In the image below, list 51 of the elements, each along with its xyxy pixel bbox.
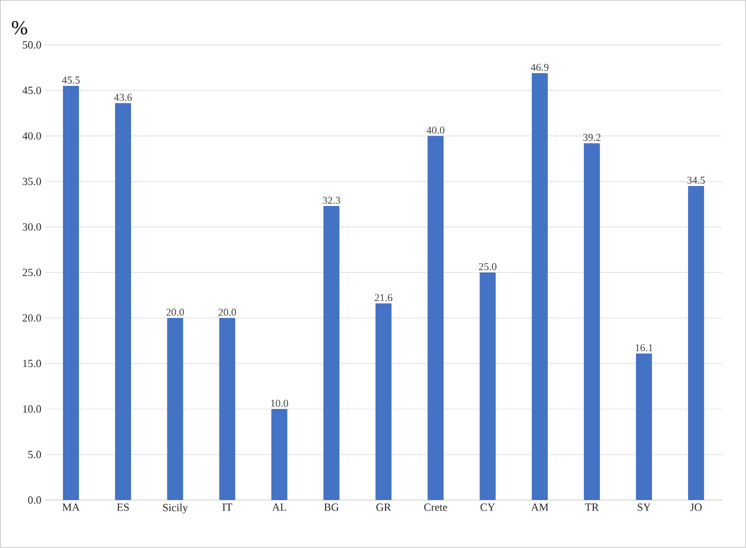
data-label: 20.0 [166,308,184,316]
bar [428,136,444,500]
y-tick-label: 50.0 [22,41,41,49]
x-tick-label: CY [480,504,496,511]
data-label: 45.5 [62,76,80,84]
bar [271,409,288,500]
x-tick-label: Crete [424,504,448,511]
bar [584,143,600,500]
x-tick-label: GR [376,504,392,511]
data-label: 43.6 [114,94,132,101]
bar [62,86,79,500]
x-tick-label: BG [324,504,339,511]
x-tick-label: Sicily [163,504,188,514]
bar [532,73,548,500]
y-axis-title: % [12,21,28,35]
y-tick-label: 20.0 [22,314,41,322]
data-label: 34.5 [687,176,705,184]
y-tick-label: 0.0 [28,496,41,504]
x-tick-label: TR [585,504,599,511]
x-tick-label: MA [62,504,80,511]
bar [688,186,704,500]
y-tick-label: 30.0 [22,223,41,231]
data-label: 16.1 [636,344,652,352]
x-tick-label: IT [222,504,232,511]
data-label: 20.0 [218,308,236,316]
data-label: 21.6 [374,294,392,302]
y-tick-label: 5.0 [28,450,41,458]
bar [480,272,496,500]
x-tick-label: ES [116,504,129,511]
y-tick-label: 15.0 [23,360,41,368]
data-label: 40.0 [426,126,444,134]
data-label: 39.2 [583,134,600,142]
bar [219,318,236,500]
x-tick-label: JO [690,504,702,511]
y-tick-label: 10.0 [23,405,41,413]
x-tick-label: SY [638,504,651,511]
x-tick-label: AM [531,504,548,511]
data-label: 32.3 [322,196,340,204]
data-label: 46.9 [530,64,549,71]
bar [376,303,392,500]
bar [323,206,340,500]
bar [115,103,132,500]
y-tick-label: 25.0 [22,268,41,276]
y-tick-label: 45.0 [22,86,41,94]
y-tick-label: 40.0 [22,132,41,140]
x-tick-label: AL [272,504,286,511]
data-label: 25.0 [478,263,496,270]
data-label: 10.0 [271,400,288,407]
y-tick-label: 35.0 [22,178,41,186]
bar [167,318,184,500]
bar [636,354,652,500]
